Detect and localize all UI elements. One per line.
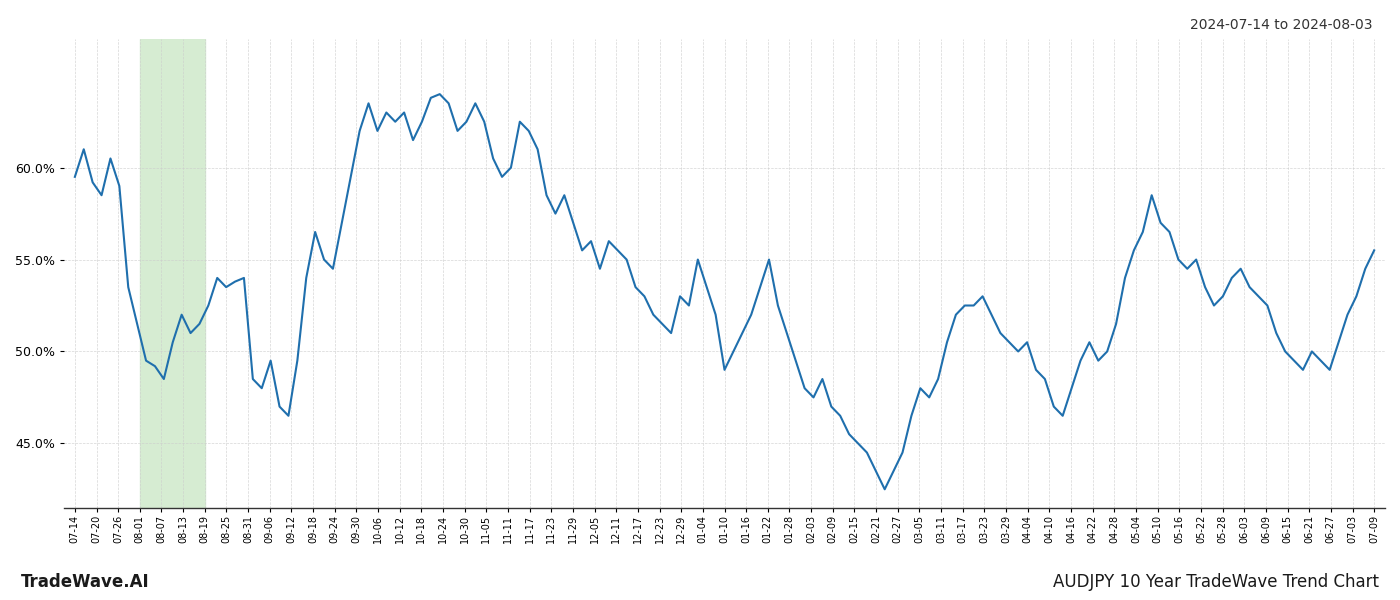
- Text: TradeWave.AI: TradeWave.AI: [21, 573, 150, 591]
- Text: AUDJPY 10 Year TradeWave Trend Chart: AUDJPY 10 Year TradeWave Trend Chart: [1053, 573, 1379, 591]
- Text: 2024-07-14 to 2024-08-03: 2024-07-14 to 2024-08-03: [1190, 18, 1372, 32]
- Bar: [140, 39, 204, 508]
